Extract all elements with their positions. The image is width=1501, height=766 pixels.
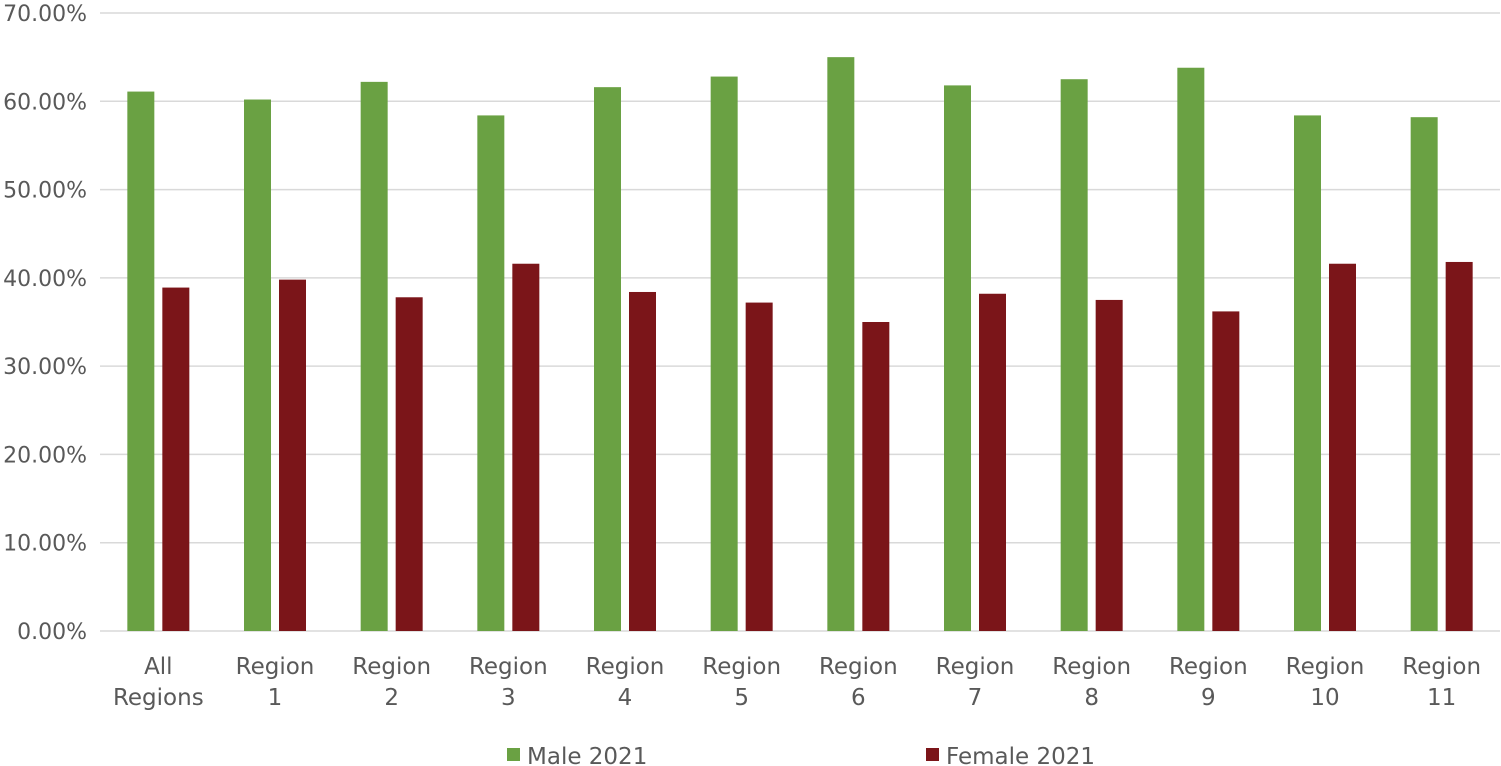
gridlines: [100, 12, 1500, 632]
bar-female-0: [162, 287, 190, 631]
bar-female-7: [979, 293, 1006, 631]
y-tick-label: 30.00%: [3, 355, 87, 380]
y-tick-label: 40.00%: [3, 267, 87, 292]
y-axis: 0.00% 10.00% 20.00% 30.00% 40.00% 50.00% 60.00…: [3, 2, 87, 645]
bar-female-4: [629, 291, 656, 631]
y-tick-label: 60.00%: [3, 90, 87, 115]
x-tick-label: Region 8: [1052, 654, 1131, 711]
bar-male-8: [1060, 79, 1088, 631]
bar-female-3: [512, 263, 540, 631]
x-tick-label: All Regions: [113, 654, 204, 711]
bar-male-5: [710, 76, 738, 631]
bar-male-1: [244, 99, 271, 631]
bar-male-6: [827, 57, 855, 631]
y-tick-label: 10.00%: [3, 532, 87, 557]
bar-female-11: [1445, 261, 1473, 631]
bar-female-8: [1095, 299, 1123, 631]
legend: Male 2021 Female 2021: [507, 744, 1095, 766]
y-tick-label: 70.00%: [3, 2, 87, 27]
x-axis: All Regions Region 1 Region 2 Region 3 Region 4 Re…: [113, 654, 1481, 711]
x-tick-label: Region 11: [1402, 654, 1481, 711]
bar-female-1: [279, 279, 306, 631]
x-tick-label: Region 4: [586, 654, 665, 711]
bar-female-6: [862, 322, 890, 631]
bar-male-3: [477, 115, 505, 631]
x-tick-label: Region 10: [1286, 654, 1365, 711]
bar-male-10: [1294, 115, 1321, 631]
legend-label-female: Female 2021: [946, 744, 1095, 766]
x-tick-label: Region 2: [352, 654, 431, 711]
bar-female-9: [1212, 311, 1240, 631]
x-tick-label: Region 6: [819, 654, 898, 711]
legend-swatch-male: [507, 748, 520, 761]
bar-male-11: [1410, 117, 1438, 632]
x-tick-label: Region 9: [1169, 654, 1248, 711]
y-tick-label: 0.00%: [17, 620, 87, 645]
bar-female-5: [745, 302, 773, 631]
bar-male-7: [944, 85, 971, 631]
x-tick-label: Region 7: [936, 654, 1015, 711]
bars: [127, 57, 1473, 632]
x-tick-label: Region 1: [236, 654, 315, 711]
bar-male-9: [1177, 67, 1205, 632]
bar-male-4: [594, 87, 621, 631]
legend-label-male: Male 2021: [527, 744, 647, 766]
y-tick-label: 20.00%: [3, 443, 87, 468]
bar-male-2: [360, 81, 388, 631]
bar-male-0: [127, 91, 155, 632]
bar-female-10: [1329, 263, 1356, 631]
legend-swatch-female: [926, 748, 939, 761]
y-tick-label: 50.00%: [3, 179, 87, 204]
x-tick-label: Region 3: [469, 654, 548, 711]
x-tick-label: Region 5: [702, 654, 781, 711]
bar-female-2: [395, 297, 423, 631]
